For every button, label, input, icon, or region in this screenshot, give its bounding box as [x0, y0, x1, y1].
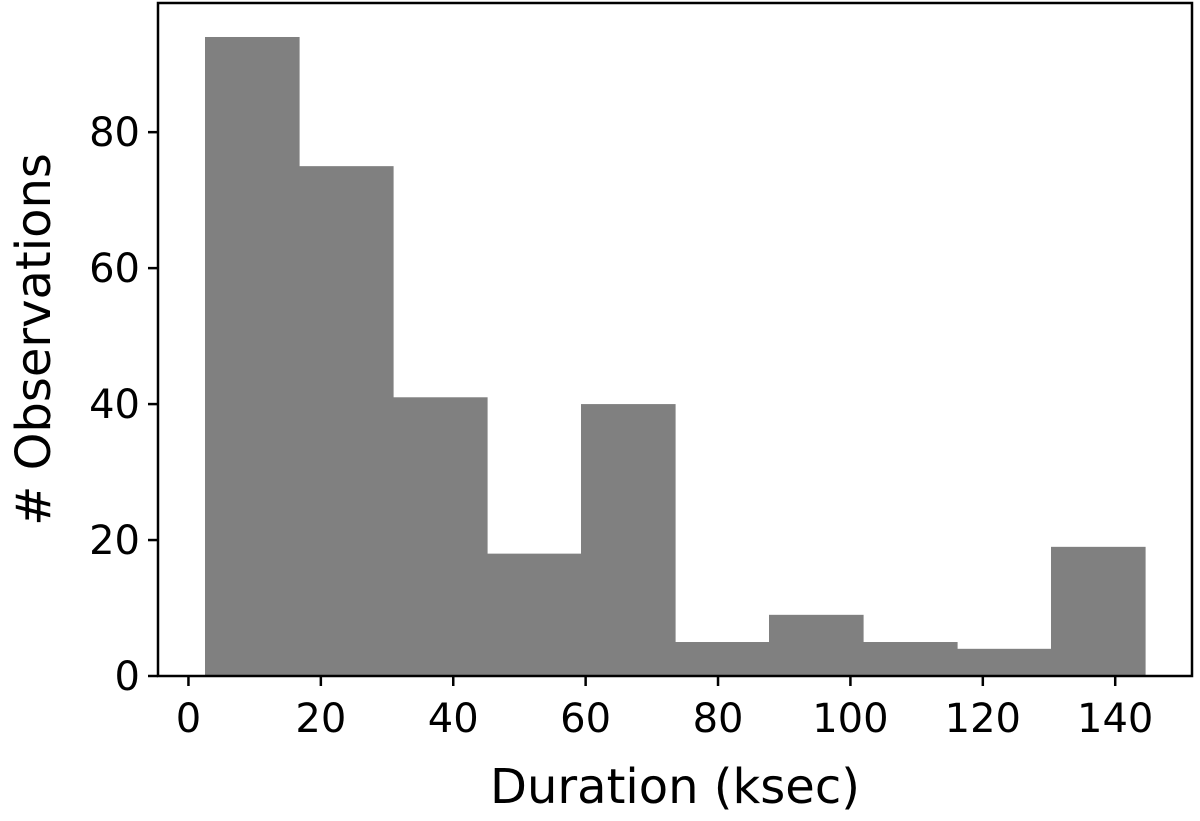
- y-tick-label: 60: [89, 246, 140, 292]
- histogram-bar: [393, 397, 488, 676]
- y-axis-ticks: 0 20 40 60 80: [89, 110, 158, 700]
- y-tick-label: 40: [89, 382, 140, 428]
- histogram-bars: [205, 36, 1146, 677]
- histogram-bar: [863, 642, 958, 676]
- plot-frame: [156, 1, 1194, 678]
- histogram-bar: [675, 642, 770, 676]
- x-tick-label: 80: [693, 696, 744, 742]
- histogram-bar: [299, 166, 394, 676]
- histogram-bar: [487, 553, 582, 676]
- x-tick-label: 60: [560, 696, 611, 742]
- y-axis-title: # Observations: [6, 153, 62, 526]
- histogram-bar: [581, 404, 676, 676]
- x-axis-title: Duration (ksec): [490, 759, 860, 815]
- x-tick-label: 40: [428, 696, 479, 742]
- x-axis-ticks: 0 20 40 60 80 100 120 140: [176, 676, 1153, 742]
- x-tick-label: 140: [1077, 696, 1153, 742]
- x-tick-label: 20: [295, 696, 346, 742]
- y-tick-label: 20: [89, 518, 140, 564]
- x-tick-label: 0: [176, 696, 201, 742]
- y-tick-label: 0: [115, 654, 140, 700]
- histogram-bar: [205, 36, 300, 677]
- x-tick-label: 100: [812, 696, 888, 742]
- y-tick-label: 80: [89, 110, 140, 156]
- histogram-bar: [1051, 546, 1146, 676]
- x-tick-label: 120: [945, 696, 1021, 742]
- histogram-bar: [769, 614, 864, 676]
- histogram-bar: [957, 648, 1052, 676]
